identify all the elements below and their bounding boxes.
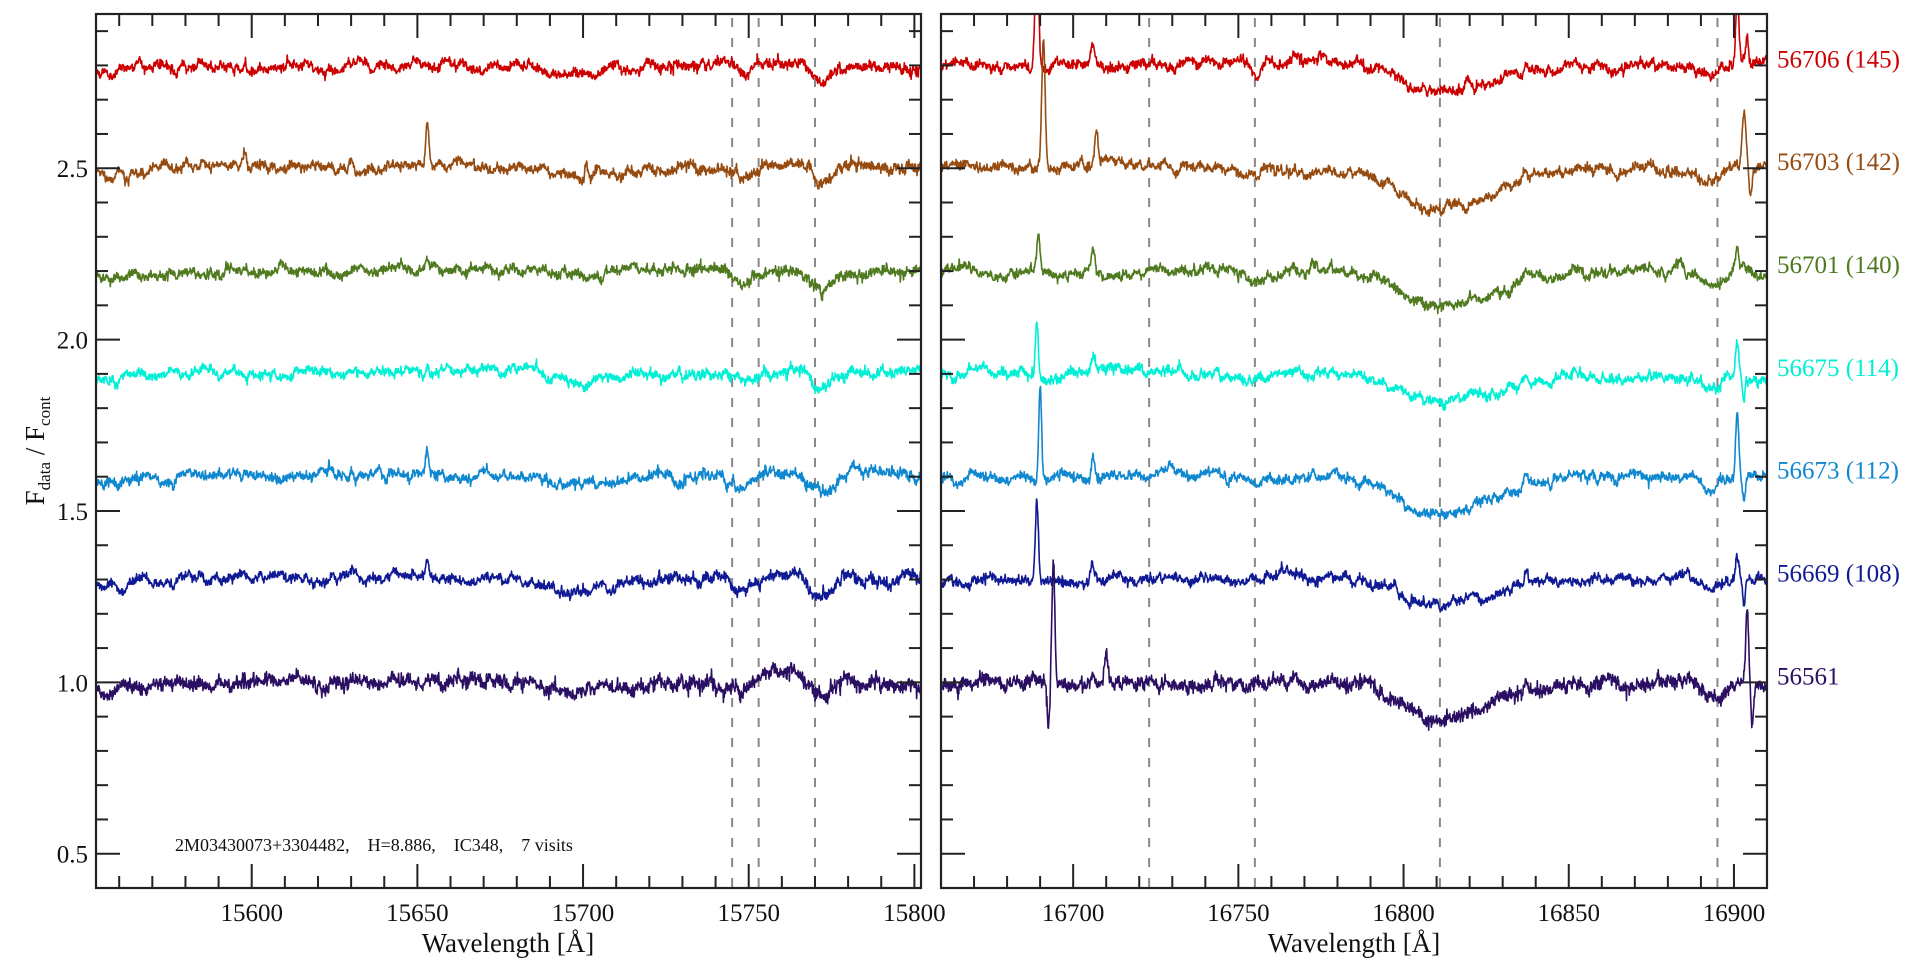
y-label-sub1: data	[35, 462, 54, 491]
left-panel: 15600 15650 15700 15750 15800 0.5 1.0 1.5 2.0 2.5	[57, 12, 946, 927]
y-axis-label: Fdata / Fcont	[20, 396, 54, 505]
spectrum-line-56706	[96, 52, 921, 88]
axes-frame	[94, 12, 923, 890]
series-label: 56673 (112)	[1777, 458, 1899, 485]
spectrum-line-56669	[96, 558, 921, 602]
y-label-f2: F	[20, 426, 50, 441]
x-tick-label: 15750	[717, 900, 780, 927]
series-labels: 56706 (145) 56703 (142) 56701 (140) 56675 (…	[1777, 46, 1900, 690]
series-label: 56703 (142)	[1777, 149, 1900, 176]
y-tick-label: 1.5	[57, 499, 88, 526]
y-tick-label: 1.0	[57, 670, 88, 697]
y-tick-label: 2.0	[57, 328, 88, 355]
spectrum-line-56561	[96, 661, 921, 705]
right-panel: 16700 16750 16800 16850 16900	[939, 12, 1769, 927]
y-label-sub2: cont	[35, 396, 54, 426]
y-tick-label: 0.5	[57, 842, 88, 869]
spectrum-line-56706	[941, 14, 1767, 98]
x-tick-label: 15700	[552, 900, 615, 927]
x-tick-label: 16900	[1703, 900, 1766, 927]
x-tick-label: 15600	[220, 900, 283, 927]
x-tick-label: 16700	[1042, 900, 1105, 927]
y-label-f1: F	[20, 490, 50, 505]
spectrum-line-56675	[941, 321, 1767, 411]
spectrum-line-56703	[941, 39, 1767, 217]
spectra-group	[96, 52, 921, 705]
spectrum-line-56673	[96, 445, 921, 499]
spectrum-line-56675	[96, 358, 921, 394]
x-tick-label: 15650	[386, 900, 449, 927]
spectrum-line-56673	[941, 385, 1767, 520]
spectrum-line-56669	[941, 498, 1767, 613]
spectrum-line-56701	[941, 233, 1767, 315]
star-annotation: 2M03430073+3304482, H=8.886, IC348, 7 vi…	[175, 835, 573, 855]
spectra-group	[941, 14, 1767, 731]
series-label: 56561	[1777, 663, 1840, 690]
x-tick-label: 16750	[1207, 900, 1270, 927]
spectrum-line-56561	[941, 559, 1767, 731]
axes-frame	[939, 12, 1769, 890]
spectrum-line-56703	[96, 121, 921, 190]
x-tick-label: 15800	[883, 900, 946, 927]
series-label: 56706 (145)	[1777, 46, 1900, 73]
spectrum-line-56701	[96, 255, 921, 302]
series-label: 56701 (140)	[1777, 252, 1900, 279]
series-label: 56669 (108)	[1777, 561, 1900, 588]
y-label-sep: /	[20, 441, 50, 462]
x-tick-label: 16850	[1538, 900, 1601, 927]
x-tick-label: 16800	[1372, 900, 1435, 927]
y-tick-label: 2.5	[57, 156, 88, 183]
series-label: 56675 (114)	[1777, 355, 1899, 382]
x-axis-label-right: Wavelength [Å]	[1268, 928, 1441, 958]
x-axis-label-left: Wavelength [Å]	[422, 928, 595, 958]
